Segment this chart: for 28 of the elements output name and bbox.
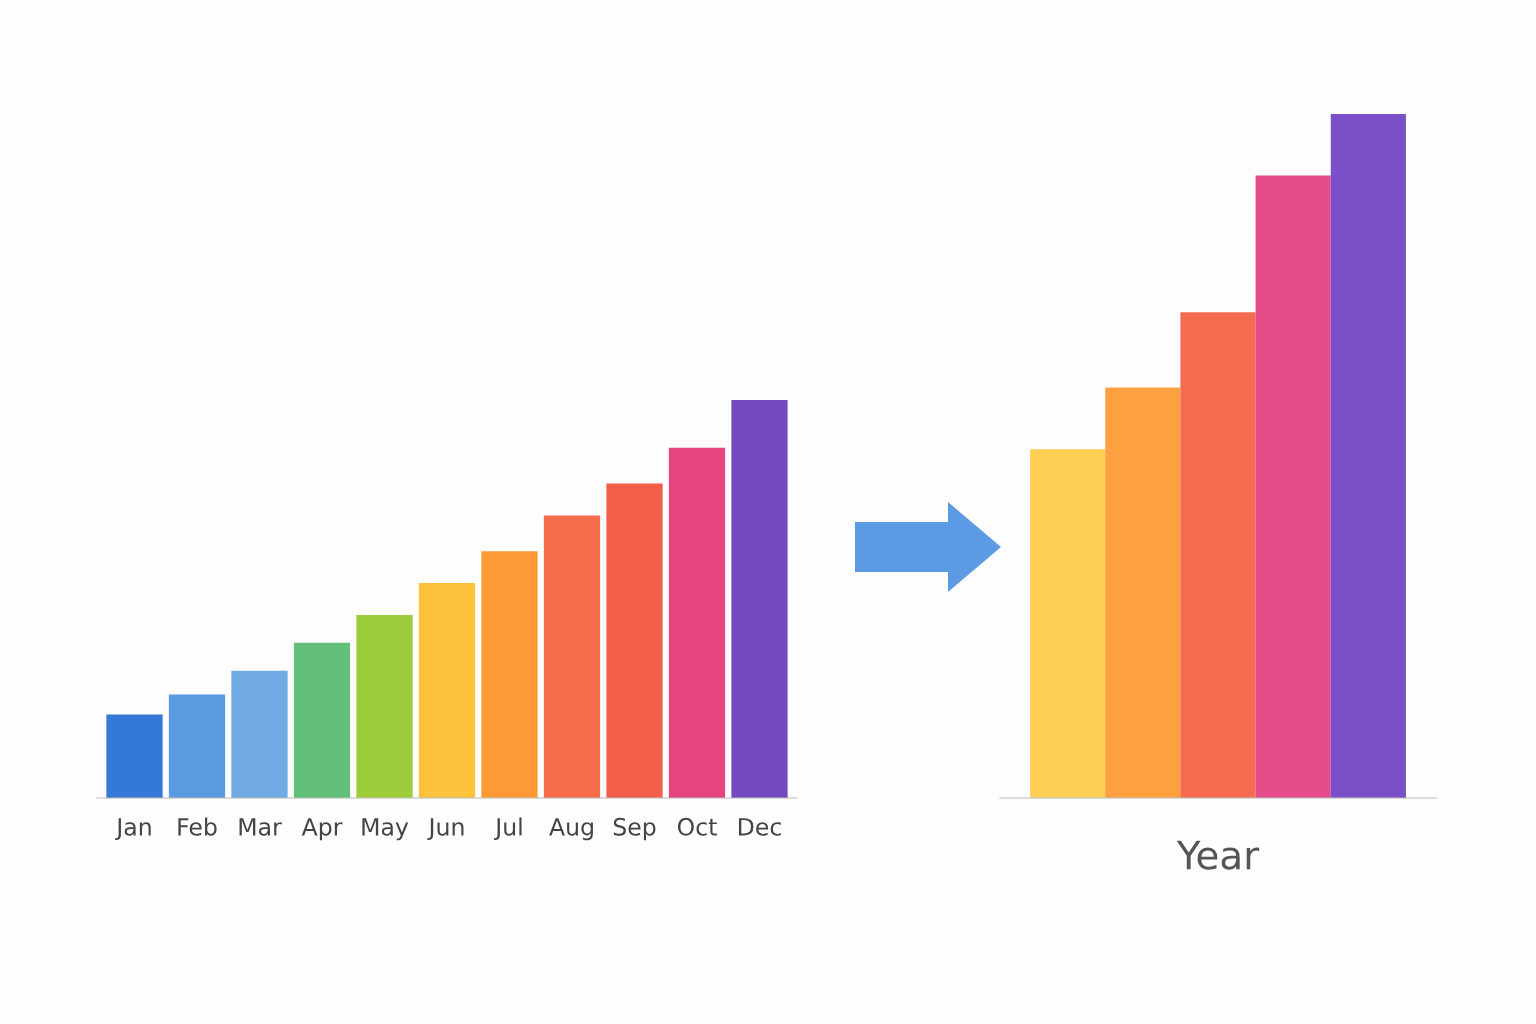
bar [731,400,788,798]
bar [1105,387,1181,798]
bar [481,551,538,798]
bar [1330,114,1406,798]
x-tick-label: Oct [677,817,717,836]
x-axis-title: Year [1176,840,1260,870]
x-tick-label: Sep [613,817,656,841]
bar [231,670,288,798]
x-tick-label: Feb [178,817,217,836]
x-tick-label: May [362,818,409,841]
bar [543,515,601,798]
bar [1255,175,1331,798]
x-tick-label: Jul [494,817,522,841]
bar [168,694,226,798]
bar [668,447,726,798]
bar [293,642,351,798]
x-tick-label: Dec [738,818,781,836]
x-tick-label: Jun [427,818,464,841]
bar [1180,312,1256,798]
x-tick-label: Jan [115,818,151,841]
bar [606,483,663,798]
x-tick-label: Aug [549,818,593,841]
x-tick-label: Mar [239,818,282,836]
x-tick-label: Apr [301,818,343,841]
bar [418,583,476,798]
bar [356,614,413,798]
bar [106,714,163,798]
bar [1030,449,1106,798]
